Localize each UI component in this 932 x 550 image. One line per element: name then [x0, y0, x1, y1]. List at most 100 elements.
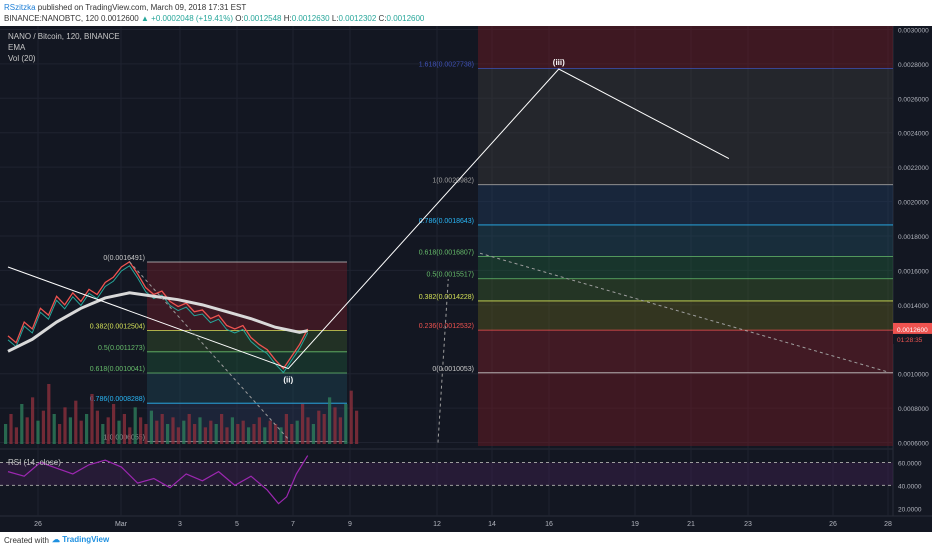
dashed-projection — [479, 252, 889, 373]
fib-zone — [147, 372, 347, 404]
volume-bar — [203, 427, 207, 444]
volume-bar — [209, 420, 213, 444]
up-arrow-icon: ▲ — [141, 14, 149, 23]
volume-bar — [117, 420, 121, 444]
time-tick-label: 5 — [235, 521, 239, 528]
dashed-projection — [129, 261, 289, 440]
price-tick-label: 0.0016000 — [898, 268, 929, 275]
fib-level-label: 0.382(0.0014228) — [419, 294, 474, 301]
volume-bar — [306, 417, 310, 444]
rsi-tick-label: 20.0000 — [898, 506, 922, 513]
fib-level-label: 0.786(0.0018643) — [419, 218, 474, 225]
volume-bar — [295, 420, 299, 444]
tradingview-logo[interactable]: ☁ TradingView — [52, 535, 110, 544]
volume-bar — [155, 420, 159, 444]
footer: Created with ☁ TradingView — [0, 532, 932, 550]
volume-bar — [74, 400, 78, 444]
wave-path-line — [7, 68, 730, 370]
volume-bar — [268, 420, 272, 444]
volume-bar — [193, 424, 197, 444]
volume-bar — [144, 424, 148, 444]
wave-label-ii: (ii) — [283, 376, 293, 385]
volume-bar — [36, 420, 40, 444]
time-tick-label: 23 — [744, 521, 752, 528]
volume-bar — [333, 407, 337, 444]
price-tick-label: 0.0030000 — [898, 27, 929, 34]
rsi-band — [0, 462, 893, 486]
time-tick-label: 12 — [433, 521, 441, 528]
fib-level-label: 0(0.0010053) — [432, 366, 474, 373]
time-tick-label: 3 — [178, 521, 182, 528]
fib-level-label: 0.618(0.0010041) — [90, 366, 145, 373]
volume-bar — [252, 424, 256, 444]
volume-bar — [9, 414, 13, 444]
time-tick-label: 26 — [34, 521, 42, 528]
volume-bar — [122, 414, 126, 444]
chart-svg[interactable]: 0.0030000 0.0028000 0.0026000 0.0024000 0.00… — [0, 26, 932, 532]
rsi-line — [7, 455, 309, 505]
legend-ema: EMA — [8, 43, 26, 52]
change-text: +0.0002048 (+19.41%) — [151, 14, 233, 23]
time-tick-label: Mar — [115, 521, 128, 528]
volume-bar — [338, 417, 342, 444]
price-tick-label: 0.0028000 — [898, 62, 929, 69]
price-tick-label: 0.0018000 — [898, 234, 929, 241]
high-label: H: — [283, 14, 292, 23]
price-line — [7, 260, 309, 370]
volume-bar — [149, 410, 153, 444]
volume-bar — [68, 417, 72, 444]
current-price-tag — [893, 322, 932, 334]
fib-zone — [478, 184, 893, 225]
fib-zone — [478, 330, 893, 373]
volume-bar — [257, 417, 261, 444]
fib-level-label: 1.618(0.0027738) — [419, 61, 474, 68]
volume-bar — [284, 414, 288, 444]
volume-bar — [225, 427, 229, 444]
price-tick-label: 0.0024000 — [898, 131, 929, 138]
chart-header: RSzitzka published on TradingView.com, M… — [0, 0, 932, 26]
volume-bar — [139, 417, 143, 444]
time-tick-label: 21 — [687, 521, 695, 528]
volume-bar — [20, 404, 24, 444]
volume-bar — [95, 410, 99, 444]
symbol-text: BINANCE:NANOBTC, 120 — [4, 14, 99, 23]
fib-zone — [478, 68, 893, 185]
price-tick-label: 0.0020000 — [898, 200, 929, 207]
volume-bar — [187, 414, 191, 444]
fib-zone — [147, 330, 347, 352]
fib-zone — [478, 300, 893, 331]
volume-bar — [41, 410, 45, 444]
close-value: 0.0012600 — [386, 14, 425, 23]
price-tick-label: 0.0022000 — [898, 165, 929, 172]
ema-line — [7, 291, 309, 353]
price-tick-label: 0.0006000 — [898, 441, 929, 448]
countdown-text: 01:28:35 — [897, 337, 923, 344]
volume-bar — [311, 424, 315, 444]
volume-bar — [301, 404, 305, 444]
volume-bar — [322, 414, 326, 444]
fib-zone — [147, 351, 347, 373]
volume-bar — [160, 414, 164, 444]
current-price-text: 0.0012600 — [897, 327, 928, 334]
fib-zone-top — [478, 26, 893, 69]
volume-bar — [106, 417, 110, 444]
author-link[interactable]: RSzitzka — [4, 3, 36, 12]
fib-level-label: 0(0.0016491) — [103, 255, 145, 262]
chart-area[interactable]: 0.0030000 0.0028000 0.0026000 0.0024000 0.00… — [0, 26, 932, 532]
volume-bar — [14, 427, 18, 444]
volume-bar — [25, 417, 29, 444]
volume-bar — [230, 417, 234, 444]
price-tick-label: 0.0010000 — [898, 372, 929, 379]
last-price: 0.0012600 — [100, 14, 139, 23]
volume-bar — [355, 410, 359, 444]
volume-bar — [290, 424, 294, 444]
price-tick-label: 0.0014000 — [898, 303, 929, 310]
ohlc-line: BINANCE:NANOBTC, 120 0.0012600 ▲ +0.0002… — [4, 14, 424, 23]
volume-bar — [171, 417, 175, 444]
volume-bar — [90, 394, 94, 444]
price-tick-label: 0.0008000 — [898, 406, 929, 413]
fib-level-label: 0.382(0.0012504) — [90, 324, 145, 331]
volume-bar — [279, 427, 283, 444]
countdown-tag — [893, 333, 932, 344]
created-with-text: Created with — [4, 536, 49, 545]
